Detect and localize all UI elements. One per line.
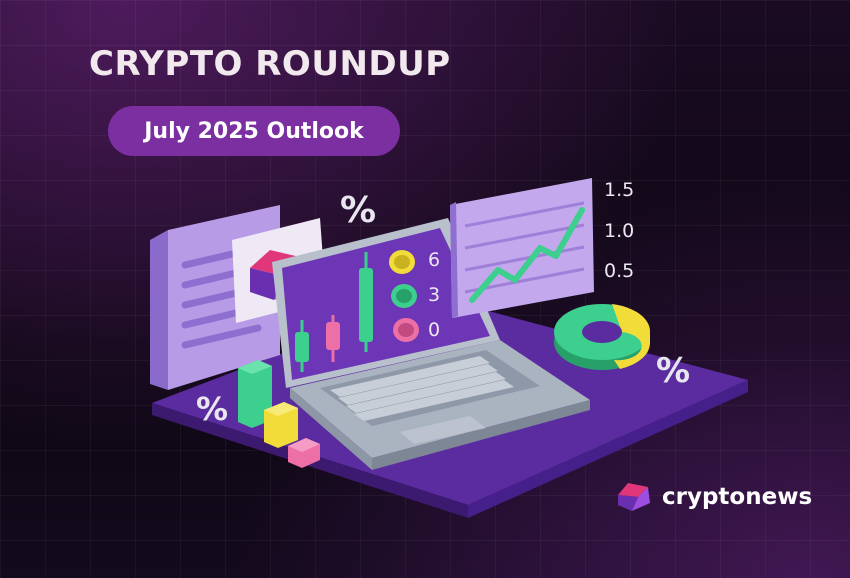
coin-label-1: 6 bbox=[428, 249, 440, 271]
cryptonews-logo-icon bbox=[618, 483, 650, 511]
line-chart-panel: 1.5 1.0 0.5 bbox=[450, 178, 634, 318]
coin-label-3: 0 bbox=[428, 319, 440, 341]
percent-sign-3: % bbox=[656, 351, 690, 391]
percent-sign-2: % bbox=[196, 390, 228, 428]
axis-label-bottom: 0.5 bbox=[604, 260, 634, 282]
subtitle-pill: July 2025 Outlook bbox=[108, 106, 400, 156]
coin-label-2: 3 bbox=[428, 284, 440, 306]
brand: cryptonews bbox=[614, 477, 812, 517]
subtitle-text: July 2025 Outlook bbox=[144, 118, 364, 144]
page-title: CRYPTO ROUNDUP bbox=[89, 44, 451, 84]
candlestick-chart bbox=[295, 252, 373, 372]
laptop bbox=[272, 218, 590, 470]
coins: 6 3 0 bbox=[389, 249, 440, 342]
axis-label-top: 1.5 bbox=[604, 179, 634, 201]
donut-chart bbox=[554, 304, 651, 370]
percent-sign-1: % bbox=[340, 190, 376, 231]
brand-name: cryptonews bbox=[662, 484, 813, 510]
bar-blocks bbox=[238, 360, 320, 468]
axis-label-mid: 1.0 bbox=[604, 220, 634, 242]
